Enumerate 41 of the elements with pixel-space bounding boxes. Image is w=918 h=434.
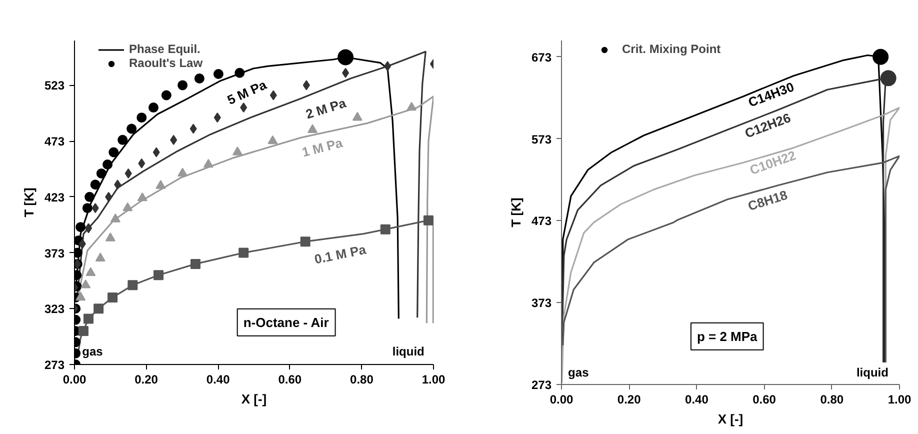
- y-tick-label: 473: [44, 134, 65, 149]
- y-axis-title: T [K]: [508, 198, 524, 228]
- annotation: p = 2 MPa: [696, 328, 758, 344]
- y-tick-label: 373: [44, 246, 65, 260]
- annotation: 2 M Pa: [304, 95, 348, 122]
- y-tick-label: 323: [44, 302, 65, 316]
- y-tick-label: 273: [44, 358, 65, 372]
- annotation: 0.1 M Pa: [313, 242, 368, 267]
- y-tick-label: 423: [44, 190, 65, 204]
- y-tick-label: 473: [531, 214, 552, 228]
- annotation: C8H18: [746, 187, 790, 214]
- x-axis-title: X [-]: [241, 392, 267, 406]
- x-tick-label: 0.60: [278, 372, 302, 386]
- annotation: 5 M Pa: [224, 76, 270, 108]
- annotation: gas: [82, 344, 104, 359]
- x-tick-label: 0.40: [206, 372, 230, 386]
- y-axis-title: T [K]: [21, 188, 36, 218]
- x-tick-label: 1.00: [888, 392, 912, 406]
- x-tick-label: 1.00: [422, 372, 446, 386]
- x-tick-label: 0.20: [134, 372, 158, 386]
- annotation: gas: [568, 365, 590, 380]
- annotation: liquid: [856, 365, 888, 380]
- x-tick-label: 0.00: [62, 372, 87, 386]
- x-tick-label: 0.00: [550, 392, 574, 406]
- y-tick-label: 273: [531, 378, 552, 392]
- x-tick-label: 0.80: [820, 392, 844, 406]
- x-tick-label: 0.40: [685, 392, 709, 406]
- y-tick-label: 673: [531, 50, 552, 64]
- x-tick-label: 0.20: [617, 392, 642, 406]
- y-tick-label: 573: [531, 132, 552, 146]
- y-tick-label: 373: [531, 296, 552, 310]
- legend-label: Phase Equil.: [129, 42, 200, 56]
- annotation: n-Octane - Air: [243, 314, 329, 330]
- annotation: 1 M Pa: [300, 134, 345, 160]
- x-tick-label: 0.60: [752, 392, 776, 406]
- legend-label: Raoult's Law: [129, 56, 203, 70]
- legend-label: Crit. Mixing Point: [622, 42, 721, 56]
- x-axis-title: X [-]: [718, 412, 744, 426]
- y-tick-label: 523: [44, 78, 65, 93]
- annotation: liquid: [392, 344, 424, 359]
- x-tick-label: 0.80: [350, 372, 374, 386]
